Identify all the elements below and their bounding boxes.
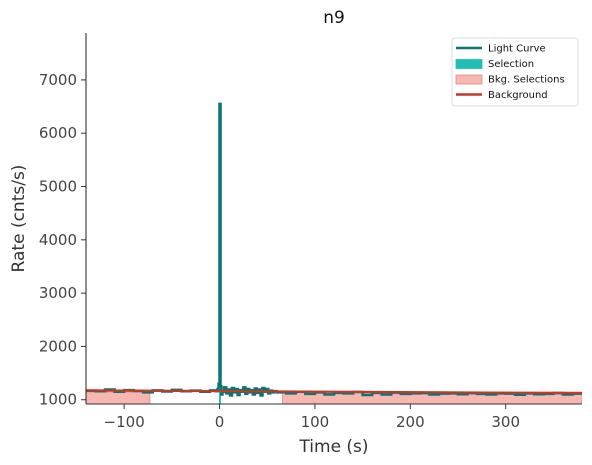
legend: Light Curve Selection Bkg. Selections Backg… bbox=[451, 37, 579, 107]
bkg-selection-1 bbox=[86, 391, 151, 404]
selection-region bbox=[219, 389, 221, 404]
legend-background-label: Background bbox=[488, 90, 548, 101]
x-tick-label: 0 bbox=[215, 413, 225, 431]
x-tick-label: 200 bbox=[396, 413, 425, 431]
chart-title: n9 bbox=[323, 8, 345, 28]
background-line bbox=[86, 389, 582, 395]
plot-area bbox=[86, 102, 582, 404]
y-tick-label: 6000 bbox=[39, 124, 77, 142]
y-tick-label: 5000 bbox=[39, 178, 77, 196]
legend-box bbox=[451, 37, 579, 107]
y-axis-label: Rate (cnts/s) bbox=[9, 165, 29, 273]
x-tick-label: 300 bbox=[491, 413, 520, 431]
x-tick-label: −100 bbox=[104, 413, 145, 431]
legend-light-curve-label: Light Curve bbox=[488, 44, 546, 55]
legend-bkg-selections-label: Bkg. Selections bbox=[488, 75, 565, 86]
light-curve-line bbox=[86, 102, 582, 397]
y-tick-label: 7000 bbox=[39, 71, 77, 89]
y-tick-label: 2000 bbox=[39, 337, 77, 355]
x-axis-label: Time (s) bbox=[298, 437, 368, 457]
legend-bkg-selections-swatch bbox=[455, 74, 483, 85]
y-tick-label: 1000 bbox=[39, 391, 77, 409]
x-tick-label: 100 bbox=[301, 413, 330, 431]
legend-selection-swatch bbox=[455, 59, 483, 69]
legend-selection-label: Selection bbox=[488, 59, 534, 70]
y-tick-label: 3000 bbox=[39, 284, 77, 302]
y-tick-label: 4000 bbox=[39, 231, 77, 249]
